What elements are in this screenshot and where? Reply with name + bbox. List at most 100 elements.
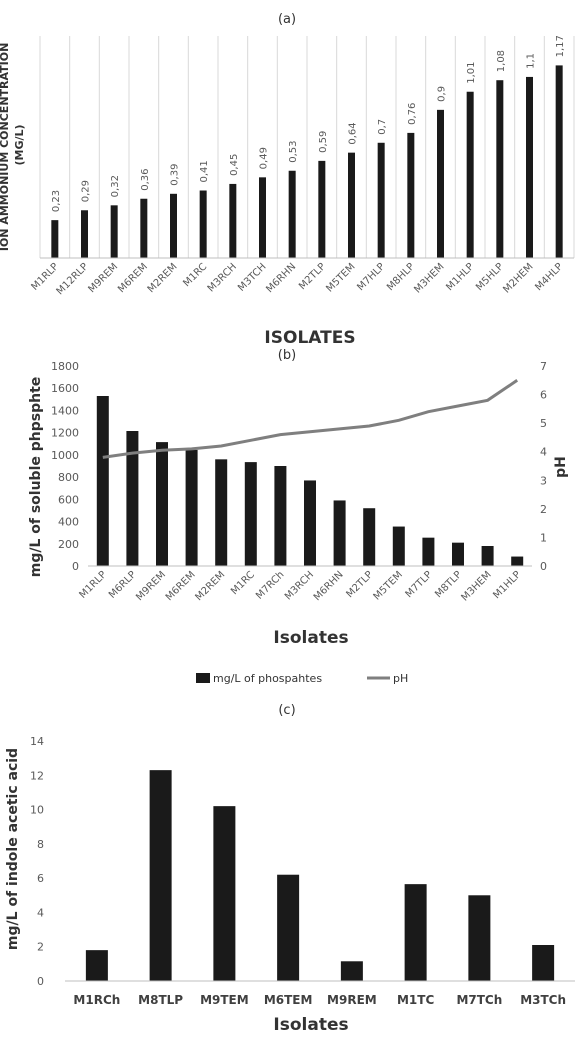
panel-a-bar — [259, 177, 266, 258]
panel-c-bars — [85, 770, 555, 981]
panel-c-label: (c) — [278, 703, 295, 718]
panel-a-x-tick-label: M3RCH — [206, 261, 239, 294]
panel-c-x-tick-label: M9TEM — [200, 993, 249, 1007]
panel-b-bar — [304, 480, 316, 566]
panel-c-y-tick-label: 12 — [30, 769, 44, 782]
legend-bar-swatch — [196, 673, 210, 683]
panel-a-data-label: 1,17 — [555, 35, 566, 57]
panel-a-data-label: 0,36 — [140, 168, 151, 190]
panel-c-x-tick-label: M3TCh — [520, 993, 566, 1007]
panel-c-bar — [532, 945, 555, 981]
panel-b-label: (b) — [278, 348, 296, 363]
panel-a-bar — [407, 132, 415, 258]
panel-a-bar — [348, 152, 355, 258]
panel-a-data-label: 0,7 — [377, 119, 388, 135]
panel-c-y-tick-labels: 0 2 4 6 8 10 12 14 — [30, 735, 44, 988]
panel-a-data-label: 0,23 — [51, 190, 62, 212]
panel-a-x-tick-label: M9REM — [86, 261, 120, 295]
panel-a-bar — [318, 160, 326, 258]
panel-b-bar — [185, 449, 198, 566]
panel-a-label: (a) — [278, 12, 296, 27]
panel-b-bar — [126, 431, 139, 566]
panel-c-x-tick-label: M8TLP — [138, 993, 183, 1007]
panel-b-bar — [481, 546, 494, 566]
panel-c-x-tick-labels: M1RCh M8TLP M9TEM M6TEM M9REM M1TC M7TCh M3TCh — [73, 993, 566, 1007]
panel-c-bar — [213, 806, 236, 981]
panel-a-x-axis-title: ISOLATES — [264, 328, 355, 348]
panel-b-bar — [244, 462, 257, 566]
panel-a-x-tick-label: M5TEM — [324, 261, 357, 294]
panel-b-x-tick-label: M7RCh — [254, 569, 286, 601]
panel-b-bars — [96, 396, 524, 566]
panel-a-bar — [140, 198, 148, 258]
panel-b-bar — [363, 508, 376, 566]
panel-a-data-label: 1,1 — [526, 53, 537, 69]
panel-b-x-tick-label: M2REM — [193, 569, 227, 603]
panel-b-bar — [274, 466, 287, 566]
panel-b-x-tick-label: M1RC — [229, 569, 257, 597]
panel-b-y2-tick-label: 3 — [540, 474, 547, 487]
panel-c-x-tick-label: M9REM — [327, 993, 377, 1007]
panel-a-bar — [51, 220, 59, 258]
panel-b-y-tick-label: 1600 — [51, 382, 79, 395]
panel-a-data-label: 0,41 — [199, 160, 210, 182]
legend-bar-label: mg/L of phospahtes — [213, 672, 322, 685]
panel-b-bar — [392, 526, 405, 566]
panel-c-bar — [85, 950, 108, 981]
panel-b-bar — [156, 442, 168, 566]
panel-b-y-tick-label: 1200 — [51, 427, 79, 440]
panel-a-bar — [170, 193, 177, 258]
panel-a-bar — [526, 76, 533, 258]
panel-a-x-tick-label: M1HLP — [444, 261, 476, 293]
panel-a-x-tick-label: M2HEM — [501, 261, 535, 295]
panel-c-x-tick-label: M6TEM — [264, 993, 313, 1007]
panel-c-y-tick-label: 0 — [37, 975, 44, 988]
panel-a-bar — [466, 91, 474, 258]
panel-b-x-axis-title: Isolates — [273, 628, 348, 648]
panel-b-bar — [422, 537, 435, 566]
panel-c-bar — [404, 884, 427, 981]
panel-a-data-label: 0,64 — [348, 122, 359, 144]
panel-b-x-tick-label: M3HEM — [459, 569, 493, 603]
panel-a-bars — [51, 65, 563, 259]
panel-b-y-tick-label: 800 — [58, 471, 79, 484]
panel-c-x-tick-label: M1RCh — [73, 993, 120, 1007]
panel-a-x-tick-label: M12RLP — [55, 261, 91, 297]
panel-a-x-tick-label: M3TCH — [236, 261, 269, 294]
panel-b-y-tick-label: 1000 — [51, 449, 79, 462]
panel-b-x-tick-label: M1RLP — [77, 569, 108, 600]
panel-b-bar — [215, 459, 228, 566]
panel-a-data-label: 1,01 — [466, 61, 477, 83]
panel-b-x-tick-label: M3RCH — [283, 569, 316, 602]
panel-b-bar — [511, 556, 524, 566]
panel-b-y-tick-label: 400 — [58, 516, 79, 529]
panel-c-y-tick-label: 2 — [37, 941, 44, 954]
panel-a-x-tick-label: M4HLP — [533, 261, 565, 293]
panel-a-bar — [437, 109, 444, 258]
panel-b-x-tick-label: M9REM — [134, 569, 168, 603]
legend-line-label: pH — [393, 672, 408, 685]
panel-a-x-tick-label: M6RHN — [264, 261, 298, 295]
panel-c-x-tick-label: M7TCh — [456, 993, 502, 1007]
panel-b-bar — [452, 542, 464, 566]
panel-c-y-tick-label: 6 — [37, 872, 44, 885]
panel-b-left-y-axis-title: mg/L of soluble phpsphte — [28, 377, 44, 578]
panel-a-bar — [81, 210, 88, 258]
panel-a-data-label: 1,08 — [496, 50, 507, 72]
panel-c-bar — [277, 874, 300, 981]
panel-a-bar — [377, 142, 385, 258]
panel-a-data-label: 0,49 — [259, 147, 270, 169]
panel-a-bar — [555, 65, 563, 259]
panel-b-left-y-tick-labels: 0 200 400 600 800 1000 1200 1400 1600 1800 — [51, 360, 79, 573]
panel-c-y-axis-title: mg/L of indole acetic acid — [5, 748, 21, 950]
panel-b-y-tick-label: 200 — [58, 538, 79, 551]
panel-b-chart: (b) 0 200 400 600 800 1000 1200 1400 1600 1800 0 1… — [28, 348, 569, 685]
panel-a-x-tick-label: M7HLP — [355, 261, 387, 293]
panel-c-bar — [468, 895, 491, 981]
panel-b-legend: mg/L of phospahtes pH — [196, 672, 408, 685]
panel-b-y-tick-label: 1400 — [51, 404, 79, 417]
panel-c-bar — [149, 770, 172, 981]
panel-c-chart: (c) 0 2 4 6 8 10 12 14 M1RCh M8TLP M9TEM M6TEM M9RE… — [5, 703, 575, 1035]
panel-b-y2-tick-label: 6 — [540, 389, 547, 402]
panel-a-y-axis-title: ION AMMONIUM CONCENTRATION (MG/L) — [0, 39, 26, 251]
